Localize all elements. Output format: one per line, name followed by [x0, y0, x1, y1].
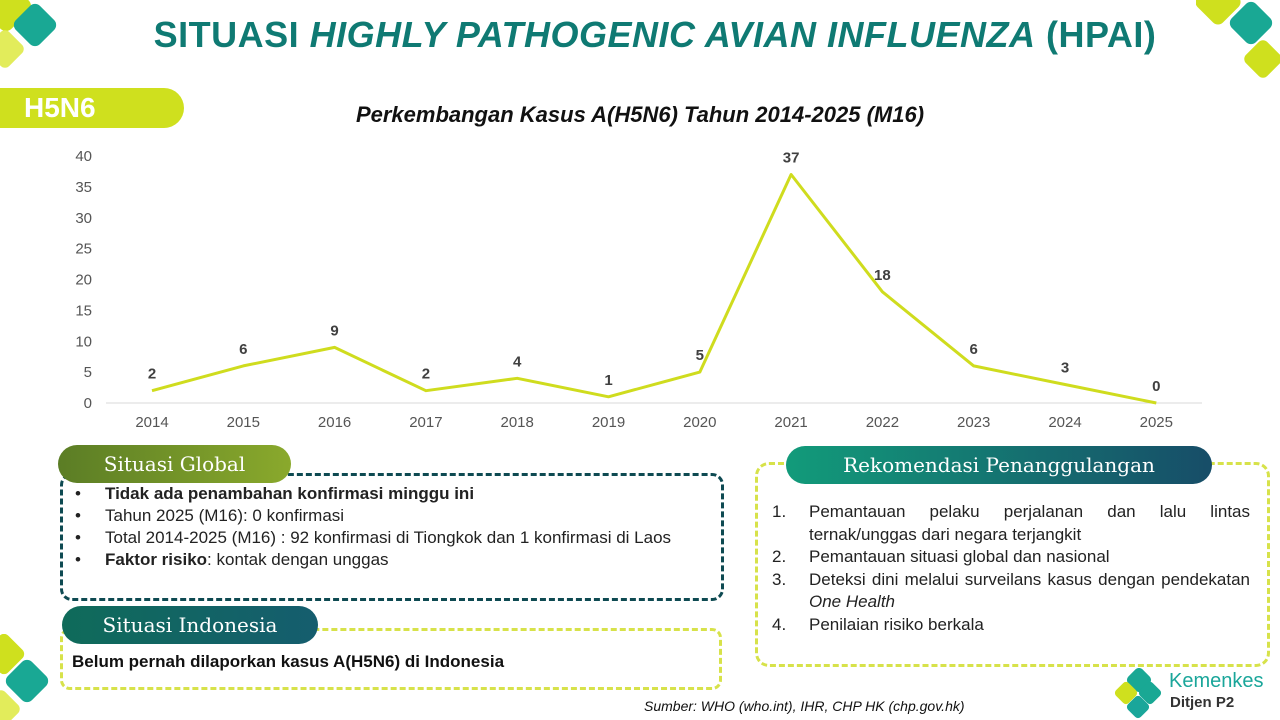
- data-label: 9: [330, 322, 338, 339]
- logo-subtitle: Ditjen P2: [1170, 694, 1235, 711]
- kemenkes-logo-icon: [1115, 668, 1162, 719]
- recommendation-heading: Rekomendasi Penanggulangan: [786, 446, 1212, 484]
- y-tick-label: 30: [75, 210, 92, 227]
- list-item: 4. Penilaian risiko berkala: [772, 614, 984, 634]
- data-label: 6: [970, 341, 978, 358]
- x-tick-label: 2022: [866, 414, 899, 431]
- kemenkes-logo: Kemenkes Ditjen P2: [1115, 668, 1280, 720]
- y-tick-label: 10: [75, 333, 92, 350]
- indonesia-situation-box: [60, 628, 722, 690]
- global-situation-heading: Situasi Global: [58, 445, 291, 483]
- y-tick-label: 0: [84, 395, 92, 412]
- corner-decoration-top-left: [0, 0, 57, 68]
- recommendation-list: 1. Pemantauan pelaku perjalanan dan lalu …: [772, 501, 1250, 636]
- list-item: 2. Pemantauan situasi global dan nasional: [772, 547, 1110, 566]
- x-tick-label: 2024: [1048, 414, 1081, 431]
- data-label: 1: [604, 372, 612, 389]
- subtype-tag: H5N6: [0, 88, 184, 128]
- x-tick-label: 2020: [683, 414, 716, 431]
- x-tick-label: 2016: [318, 414, 351, 431]
- list-item: Tidak ada penambahan konfirmasi minggu i…: [75, 483, 710, 505]
- data-label: 6: [239, 341, 247, 358]
- data-label: 3: [1061, 359, 1069, 376]
- y-tick-label: 35: [75, 179, 92, 196]
- page-title: SITUASI HIGHLY PATHOGENIC AVIAN INFLUENZ…: [153, 14, 1157, 55]
- x-tick-label: 2015: [227, 414, 260, 431]
- list-item: 1. Pemantauan pelaku perjalanan dan lalu …: [772, 502, 1250, 544]
- logo-name: Kemenkes: [1169, 670, 1264, 692]
- y-tick-label: 25: [75, 241, 92, 258]
- data-label: 0: [1152, 378, 1160, 395]
- list-item: Faktor risiko: kontak dengan unggas: [75, 549, 710, 571]
- x-tick-label: 2017: [409, 414, 442, 431]
- data-label: 2: [148, 366, 156, 383]
- y-tick-label: 40: [75, 148, 92, 165]
- series-line: [151, 173, 1157, 405]
- list-item: Total 2014-2025 (M16) : 92 konfirmasi di…: [75, 527, 710, 549]
- global-situation-box: [60, 473, 724, 601]
- data-label: 37: [783, 150, 800, 167]
- data-label: 5: [696, 347, 704, 364]
- x-tick-label: 2025: [1140, 414, 1173, 431]
- data-label: 4: [513, 353, 522, 370]
- source-note: Sumber: WHO (who.int), IHR, CHP HK (chp.…: [644, 698, 965, 714]
- corner-decoration-top-right: [1196, 0, 1280, 78]
- list-item: Tahun 2025 (M16): 0 konfirmasi: [75, 505, 710, 527]
- y-tick-label: 20: [75, 272, 92, 289]
- list-item: 3. Deteksi dini melalui surveilans kasus …: [772, 569, 1250, 612]
- indonesia-situation-heading: Situasi Indonesia: [62, 606, 318, 644]
- x-tick-label: 2019: [592, 414, 625, 431]
- data-label: 2: [422, 366, 430, 383]
- y-tick-label: 15: [75, 302, 92, 319]
- y-tick-label: 5: [84, 364, 92, 381]
- indonesia-situation-text: Belum pernah dilaporkan kasus A(H5N6) di…: [72, 652, 505, 671]
- x-tick-label: 2018: [501, 414, 534, 431]
- data-label: 18: [874, 267, 891, 284]
- corner-decoration-bottom-left: [0, 634, 49, 720]
- x-tick-label: 2014: [135, 414, 168, 431]
- global-situation-list: Tidak ada penambahan konfirmasi minggu i…: [75, 483, 710, 571]
- x-tick-label: 2023: [957, 414, 990, 431]
- x-tick-label: 2021: [774, 414, 807, 431]
- chart-title: Perkembangan Kasus A(H5N6) Tahun 2014-20…: [355, 102, 925, 127]
